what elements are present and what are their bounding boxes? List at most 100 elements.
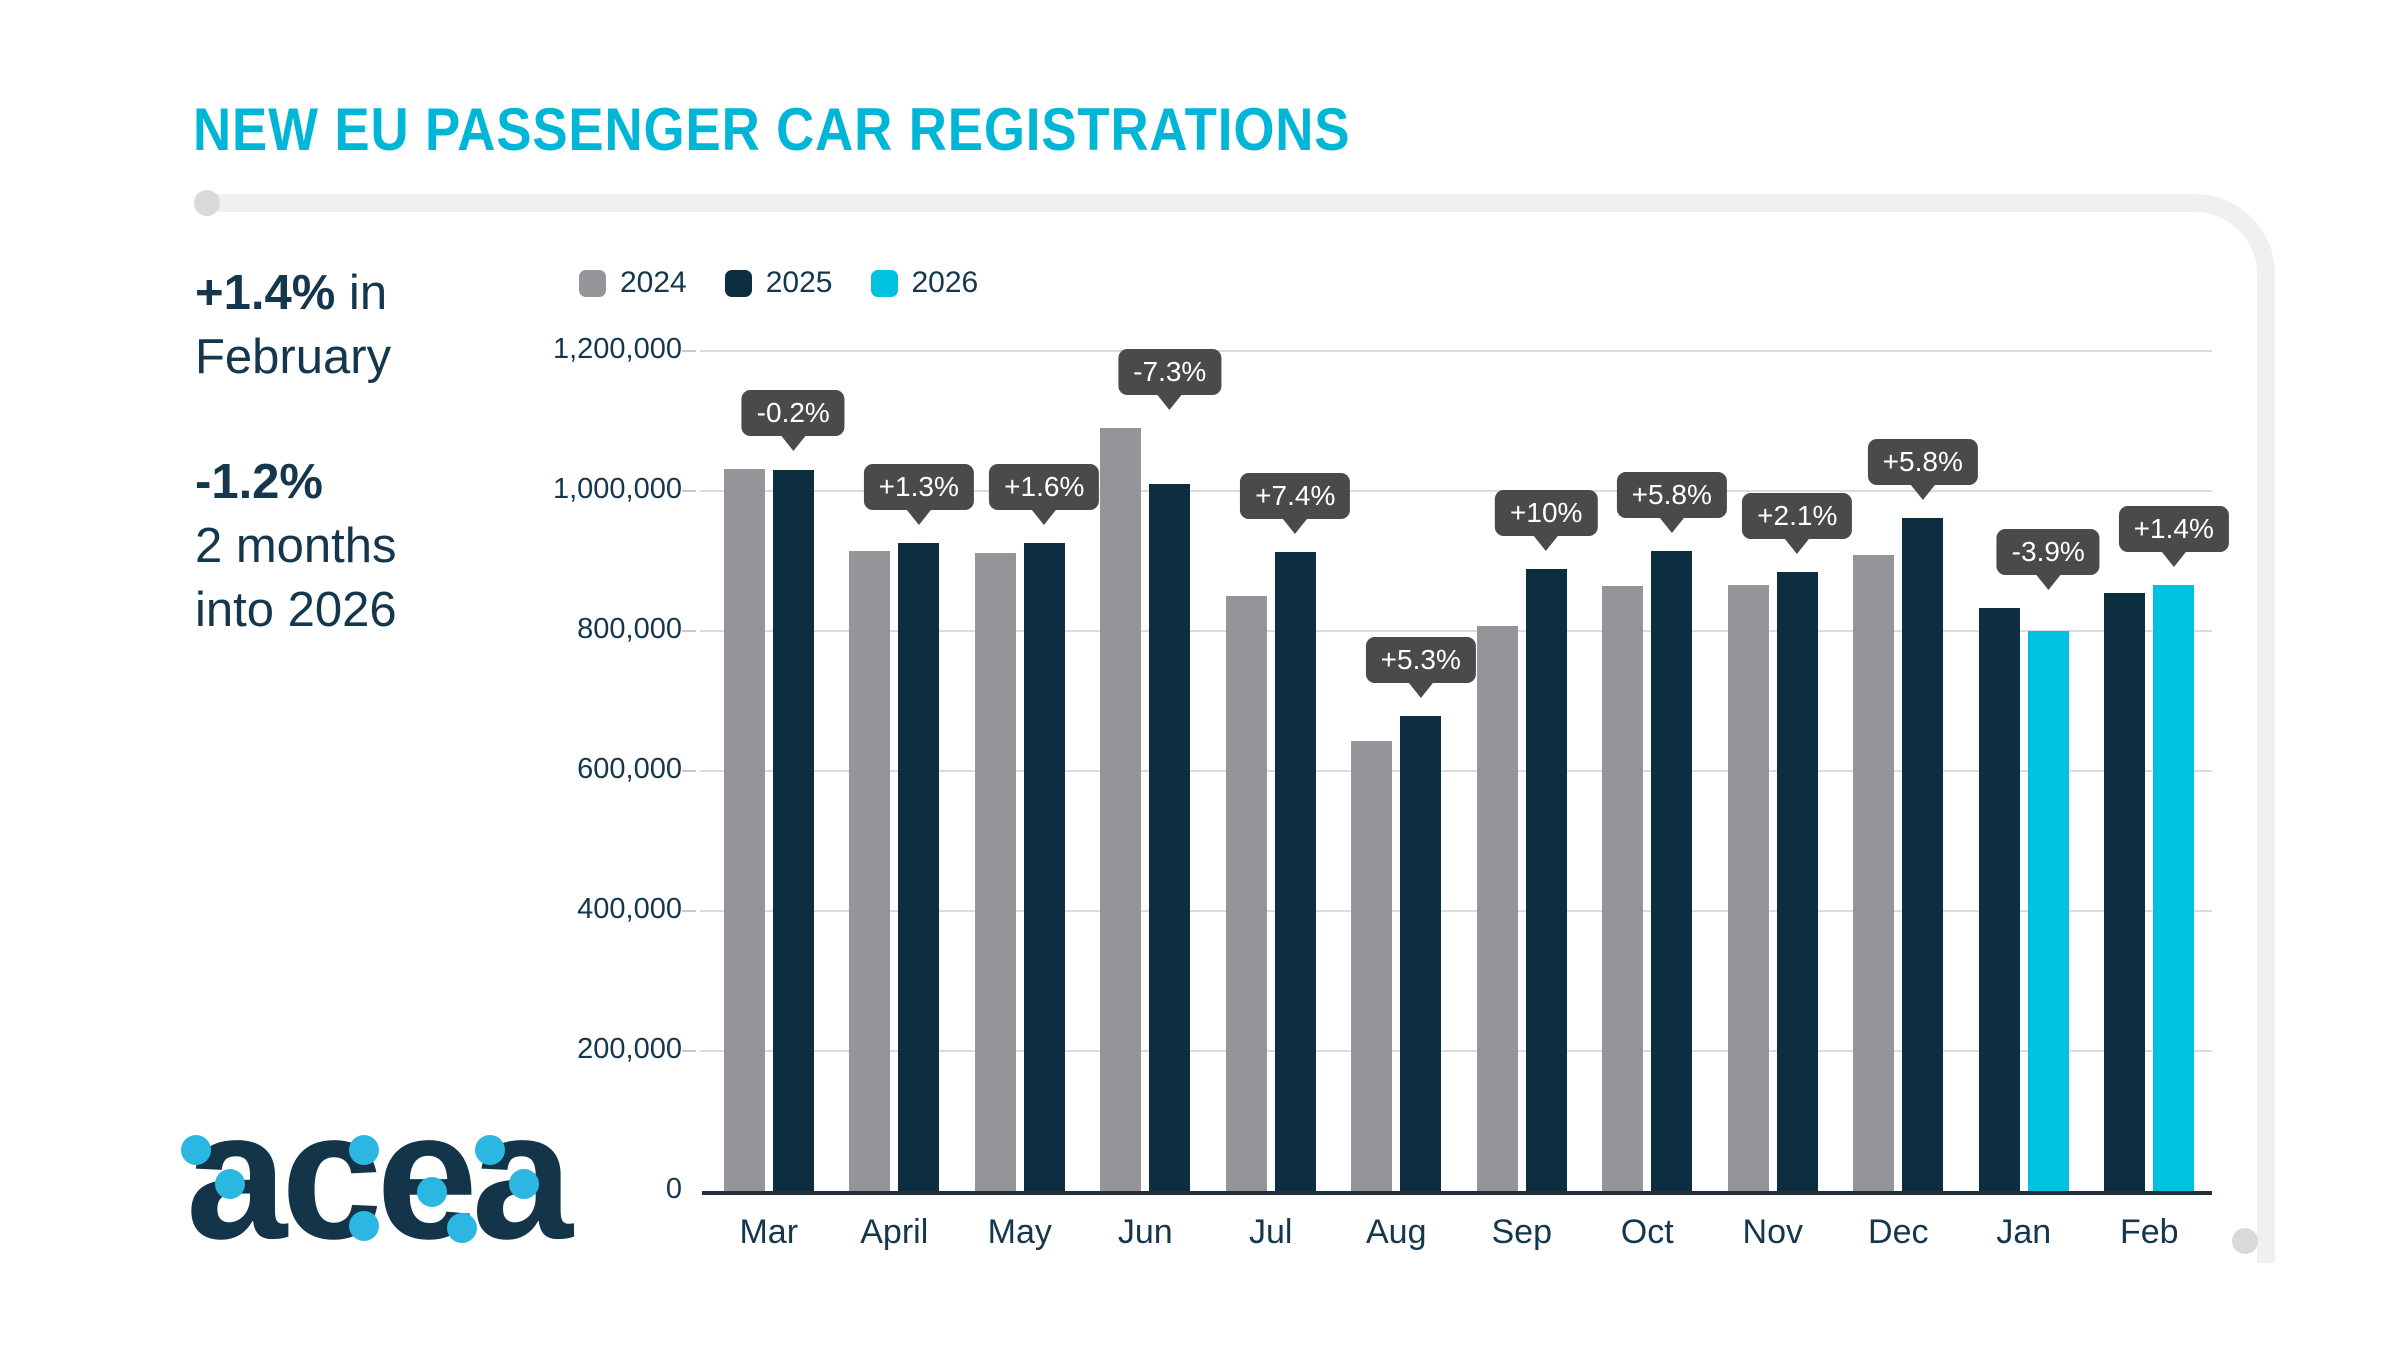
- bar-may-2025: [1023, 542, 1065, 1191]
- stat-february: +1.4% in February: [195, 262, 397, 389]
- bar-oct-2025: [1651, 550, 1693, 1191]
- bar-aug-2024: [1351, 740, 1393, 1191]
- gridline: [700, 770, 2212, 772]
- bar-jan-2026: [2027, 631, 2069, 1191]
- gridline: [700, 350, 2212, 352]
- legend: 2024 2025 2026: [579, 266, 978, 300]
- change-badge: +2.1%: [1742, 493, 1853, 540]
- change-badge: +1.4%: [2118, 505, 2229, 552]
- gridline: [700, 910, 2212, 912]
- gridline: [700, 1050, 2212, 1052]
- change-badge: +5.3%: [1365, 637, 1476, 684]
- legend-label: 2024: [620, 266, 687, 299]
- legend-item-2024: 2024: [579, 266, 687, 300]
- card-border-end-dot: [2232, 1228, 2258, 1254]
- x-label-aug: Aug: [1366, 1213, 1427, 1251]
- card-border-start-dot: [194, 190, 220, 216]
- x-label-dec: Dec: [1868, 1213, 1929, 1251]
- logo-dot: [447, 1213, 477, 1243]
- x-label-jun: Jun: [1117, 1213, 1173, 1251]
- key-stats: +1.4% in February -1.2% 2 months into 20…: [195, 262, 397, 704]
- y-tick-label: 600,000: [577, 753, 682, 785]
- stat-february-caption: February: [195, 329, 392, 384]
- y-tick-mark: [682, 1050, 696, 1052]
- change-badge: +5.8%: [1616, 471, 1727, 518]
- logo-dot: [349, 1135, 379, 1165]
- bar-jul-2024: [1225, 596, 1267, 1191]
- logo-dot: [349, 1211, 379, 1241]
- bar-jun-2025: [1149, 484, 1191, 1191]
- bar-dec-2024: [1853, 555, 1895, 1191]
- logo-dot: [475, 1135, 505, 1165]
- bar-oct-2024: [1602, 585, 1644, 1191]
- change-badge: +10%: [1495, 490, 1598, 537]
- change-badge: -0.2%: [741, 389, 845, 436]
- logo-dot: [181, 1135, 211, 1165]
- bar-feb-2026: [2153, 584, 2195, 1191]
- bar-sep-2024: [1476, 626, 1518, 1191]
- x-axis-line: [702, 1191, 2212, 1195]
- x-label-sep: Sep: [1491, 1213, 1553, 1251]
- logo-dot: [215, 1169, 245, 1199]
- stat-ytd-caption-line1: 2 months: [195, 519, 397, 574]
- bar-april-2025: [898, 542, 940, 1191]
- y-tick-label: 200,000: [577, 1033, 682, 1065]
- change-badge: -3.9%: [1996, 528, 2100, 575]
- gridline: [700, 630, 2212, 632]
- stat-february-value: +1.4%: [195, 266, 336, 320]
- y-tick-label: 800,000: [577, 613, 682, 645]
- change-badge: -7.3%: [1118, 349, 1222, 395]
- legend-swatch-2026: [870, 269, 898, 297]
- x-label-oct: Oct: [1620, 1213, 1674, 1251]
- bar-nov-2024: [1727, 584, 1769, 1191]
- bar-mar-2025: [772, 470, 814, 1191]
- change-badge: +1.3%: [863, 463, 974, 510]
- x-label-feb: Feb: [2119, 1213, 2179, 1251]
- gridline: [700, 490, 2212, 492]
- x-label-jan: Jan: [1996, 1213, 2052, 1251]
- y-tick-mark: [682, 350, 696, 352]
- y-tick-mark: [682, 770, 696, 772]
- y-tick-mark: [682, 490, 696, 492]
- bar-dec-2025: [1902, 517, 1944, 1191]
- bar-may-2024: [974, 553, 1016, 1191]
- stat-ytd-value: -1.2%: [195, 455, 324, 510]
- bar-sep-2025: [1525, 569, 1567, 1191]
- page-title: NEW EU PASSENGER CAR REGISTRATIONS: [193, 96, 1351, 163]
- bar-aug-2025: [1400, 716, 1442, 1191]
- x-label-nov: Nov: [1742, 1213, 1803, 1251]
- y-tick-mark: [682, 910, 696, 912]
- bar-jan-2025: [1978, 607, 2020, 1191]
- x-label-may: May: [987, 1213, 1052, 1251]
- legend-item-2026: 2026: [870, 266, 979, 300]
- change-badge: +7.4%: [1240, 472, 1351, 519]
- bar-feb-2025: [2104, 593, 2146, 1191]
- bar-nov-2025: [1776, 572, 1818, 1191]
- y-tick-mark: [682, 630, 696, 632]
- bar-mar-2024: [723, 468, 765, 1191]
- stat-ytd-caption-line2: into 2026: [195, 582, 397, 637]
- acea-logo: acea: [181, 1086, 581, 1276]
- change-badge: +1.6%: [989, 463, 1100, 510]
- acea-logo-dots: [181, 1135, 539, 1243]
- y-tick-label: 1,000,000: [552, 473, 682, 505]
- stat-february-suffix: in: [335, 266, 388, 320]
- stat-ytd: -1.2% 2 months into 2026: [195, 451, 397, 642]
- bar-april-2024: [849, 551, 891, 1191]
- logo-dot: [509, 1169, 539, 1199]
- bar-jun-2024: [1100, 428, 1142, 1191]
- x-label-jul: Jul: [1249, 1213, 1293, 1251]
- legend-label: 2026: [911, 266, 979, 299]
- legend-label: 2025: [765, 266, 833, 299]
- legend-swatch-2024: [579, 269, 606, 297]
- bar-jul-2025: [1274, 551, 1316, 1191]
- y-tick-label: 400,000: [577, 893, 682, 925]
- x-label-mar: Mar: [739, 1213, 799, 1251]
- legend-item-2025: 2025: [724, 266, 833, 300]
- change-badge: +5.8%: [1867, 438, 1978, 485]
- logo-dot: [417, 1177, 447, 1207]
- y-tick-label: 1,200,000: [552, 333, 682, 365]
- legend-swatch-2025: [724, 269, 752, 297]
- x-label-april: April: [860, 1213, 929, 1251]
